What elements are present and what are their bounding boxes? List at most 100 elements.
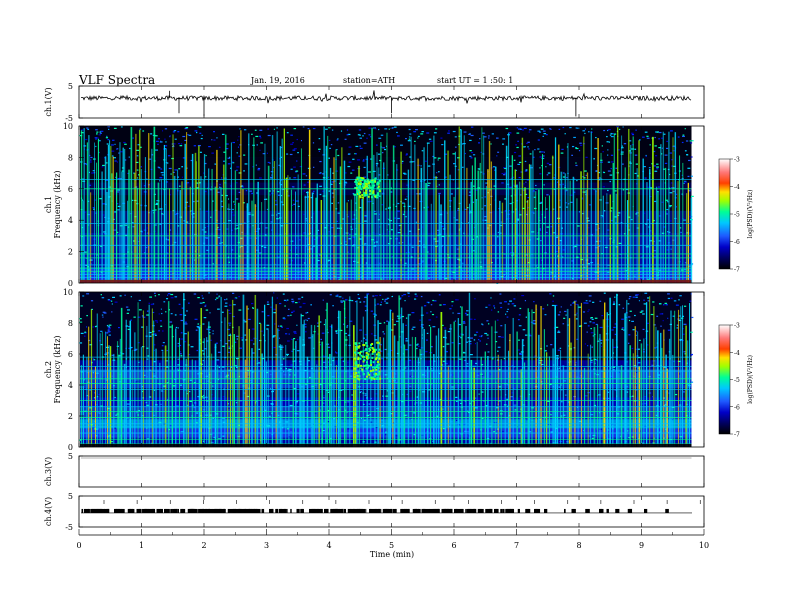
psd-speckle — [611, 329, 614, 331]
pulse — [209, 508, 213, 513]
psd-speckle — [117, 326, 120, 329]
psd-speckle — [195, 422, 198, 424]
psd-speckle — [153, 292, 156, 294]
emission-pixel — [361, 368, 364, 371]
psd-speckle — [412, 237, 416, 239]
psd-speckle — [647, 297, 650, 299]
sferic-line — [524, 187, 526, 283]
psd-speckle — [527, 141, 530, 143]
psd-speckle — [562, 183, 564, 185]
psd-speckle — [437, 240, 439, 242]
psd-speckle — [677, 360, 681, 363]
sferic-line — [140, 347, 143, 447]
psd-speckle — [366, 137, 368, 139]
sferic-line — [449, 174, 451, 283]
psd-speckle — [499, 293, 502, 295]
emission-pixel — [360, 364, 363, 367]
psd-speckle — [137, 144, 140, 146]
sferic-line — [426, 142, 428, 283]
psd-speckle — [90, 263, 92, 265]
pulse — [91, 508, 94, 513]
psd-speckle — [621, 318, 624, 320]
psd-speckle — [303, 184, 306, 186]
psd-speckle — [451, 301, 454, 303]
psd-speckle — [105, 428, 108, 430]
psd-speckle — [190, 346, 194, 348]
psd-speckle — [223, 160, 225, 162]
ch3-waveform-panel: 5ch.3(V) — [44, 452, 705, 488]
emission-pixel — [378, 373, 381, 376]
psd-speckle — [99, 131, 101, 133]
psd-speckle — [462, 321, 466, 323]
emission-pixel — [358, 193, 361, 196]
psd-speckle — [595, 323, 598, 326]
psd-speckle — [372, 428, 374, 430]
y-tick-label: 2 — [68, 412, 73, 421]
psd-speckle — [562, 172, 565, 174]
psd-speckle — [529, 153, 532, 155]
psd-speckle — [421, 150, 424, 152]
psd-speckle — [363, 142, 367, 144]
psd-speckle — [295, 413, 299, 415]
psd-speckle — [312, 192, 314, 194]
psd-speckle — [234, 203, 236, 206]
psd-speckle — [322, 299, 324, 301]
psd-speckle — [568, 345, 570, 347]
psd-speckle — [347, 401, 350, 403]
psd-speckle — [250, 339, 253, 341]
psd-speckle — [426, 142, 430, 144]
psd-speckle — [391, 127, 394, 129]
psd-speckle — [257, 167, 261, 170]
psd-speckle — [682, 135, 685, 138]
psd-speckle — [289, 383, 292, 385]
sferic-line — [485, 186, 487, 283]
sferic-line — [615, 293, 618, 447]
psd-speckle — [423, 305, 427, 307]
psd-speckle — [592, 301, 595, 303]
pulse — [229, 508, 232, 513]
psd-speckle — [267, 134, 271, 137]
emission-pixel — [362, 360, 365, 363]
sferic-line — [211, 168, 213, 283]
psd-speckle — [664, 268, 666, 270]
emission-pixel — [368, 184, 371, 187]
psd-speckle — [683, 400, 687, 402]
psd-speckle — [226, 298, 228, 300]
psd-speckle — [297, 152, 299, 154]
psd-speckle — [614, 216, 617, 218]
psd-speckle — [476, 373, 479, 375]
psd-speckle — [414, 140, 416, 142]
psd-speckle — [539, 131, 542, 133]
y-axis-label: ch.1(V) — [44, 87, 53, 116]
psd-speckle — [287, 308, 290, 310]
psd-speckle — [177, 142, 181, 145]
psd-speckle — [603, 129, 606, 132]
psd-speckle — [349, 233, 351, 236]
emission-pixel — [359, 357, 362, 360]
psd-speckle — [556, 181, 559, 183]
psd-speckle — [377, 153, 381, 155]
psd-speckle — [578, 150, 581, 152]
psd-speckle — [609, 405, 613, 407]
psd-speckle — [600, 217, 603, 219]
emission-pixel — [363, 364, 366, 367]
psd-speckle — [344, 241, 348, 243]
sferic-line — [310, 324, 313, 447]
psd-speckle — [359, 145, 361, 147]
psd-speckle — [108, 324, 112, 326]
psd-speckle — [344, 332, 348, 335]
psd-speckle — [277, 256, 280, 258]
sferic-line — [164, 345, 167, 447]
psd-speckle — [663, 168, 665, 170]
emission-pixel — [358, 176, 361, 179]
psd-speckle — [412, 429, 416, 431]
sferic-line — [521, 137, 524, 283]
psd-speckle — [472, 154, 476, 156]
psd-speckle — [469, 139, 472, 142]
psd-speckle — [494, 307, 496, 309]
pulse — [527, 508, 531, 513]
psd-speckle — [136, 412, 139, 414]
psd-speckle — [146, 314, 149, 316]
psd-speckle — [609, 180, 612, 183]
